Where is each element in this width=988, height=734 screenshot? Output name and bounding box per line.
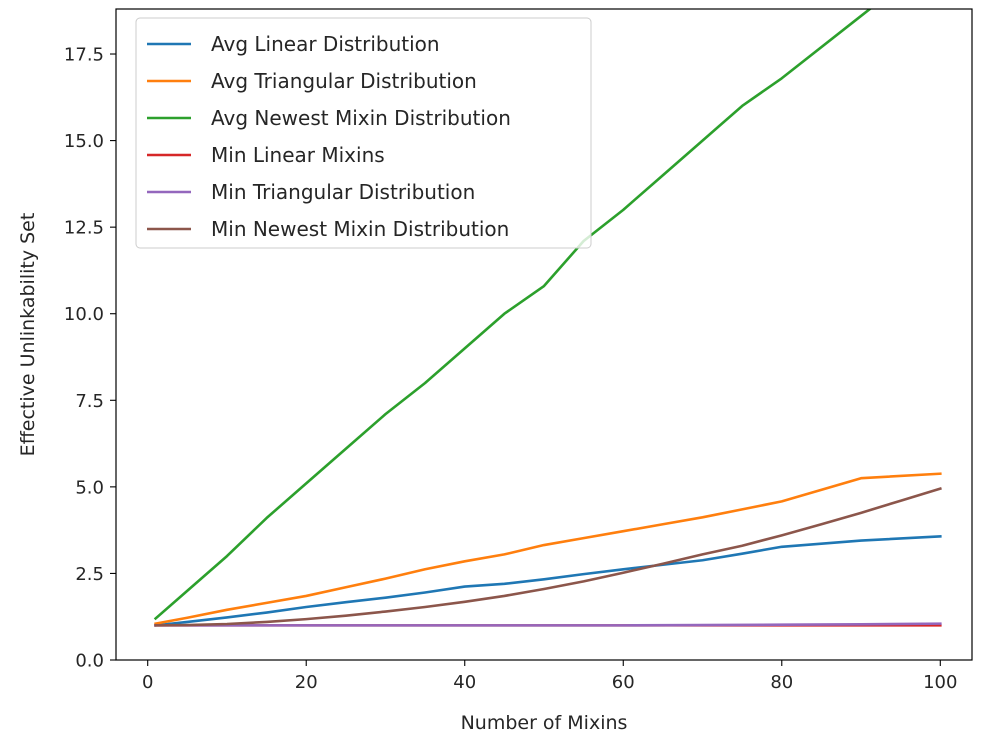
legend: Avg Linear Distribution Avg Triangular Di…	[135, 17, 592, 249]
series-line-min-newest-mixin-distribution	[154, 486, 942, 627]
series-line-min-triangular-distribution	[154, 622, 942, 627]
legend-item-avg-linear-distribution: Avg Linear Distribution	[147, 32, 440, 56]
x-tick-label: 100	[923, 672, 957, 693]
legend-label: Min Triangular Distribution	[211, 180, 475, 204]
y-axis-label: Effective Unlinkability Set	[17, 213, 39, 457]
y-tick-label: 17.5	[64, 45, 104, 66]
y-tick-label: 0.0	[75, 651, 104, 672]
legend-label: Min Linear Mixins	[211, 143, 385, 167]
y-tick-label: 5.0	[75, 477, 104, 498]
plot-frame	[115, 8, 973, 661]
legend-label: Min Newest Mixin Distribution	[211, 217, 509, 241]
y-axis: 0.0 2.5 5.0 7.5 10.0 12.5 15.0 17.5	[64, 45, 116, 672]
series-line-avg-linear-distribution	[154, 535, 942, 627]
legend-label: Avg Newest Mixin Distribution	[211, 106, 511, 130]
legend-item-min-linear-mixins: Min Linear Mixins	[147, 143, 385, 167]
y-tick-label: 7.5	[75, 391, 104, 412]
y-tick-label: 10.0	[64, 304, 104, 325]
x-axis: 0 20 40 60 80 100	[142, 660, 957, 693]
x-tick-label: 40	[453, 672, 476, 693]
y-tick-label: 15.0	[64, 131, 104, 152]
legend-item-avg-newest-mixin-distribution: Avg Newest Mixin Distribution	[147, 106, 511, 130]
plot-lines	[153, 9, 942, 627]
legend-item-min-triangular-distribution: Min Triangular Distribution	[147, 180, 475, 204]
series-line-avg-newest-mixin-distribution	[153, 9, 872, 621]
legend-label: Avg Linear Distribution	[211, 32, 440, 56]
series-line-avg-triangular-distribution	[154, 472, 942, 626]
legend-entries: Avg Linear Distribution Avg Triangular Di…	[147, 32, 511, 241]
y-tick-label: 2.5	[75, 564, 104, 585]
legend-item-min-newest-mixin-distribution: Min Newest Mixin Distribution	[147, 217, 509, 241]
x-tick-label: 80	[770, 672, 793, 693]
x-tick-label: 20	[295, 672, 318, 693]
y-tick-label: 12.5	[64, 218, 104, 239]
x-tick-label: 0	[142, 672, 153, 693]
legend-item-avg-triangular-distribution: Avg Triangular Distribution	[147, 69, 477, 93]
x-tick-label: 60	[612, 672, 635, 693]
legend-box	[135, 17, 592, 249]
x-axis-label: Number of Mixins	[461, 712, 628, 734]
legend-label: Avg Triangular Distribution	[211, 69, 477, 93]
